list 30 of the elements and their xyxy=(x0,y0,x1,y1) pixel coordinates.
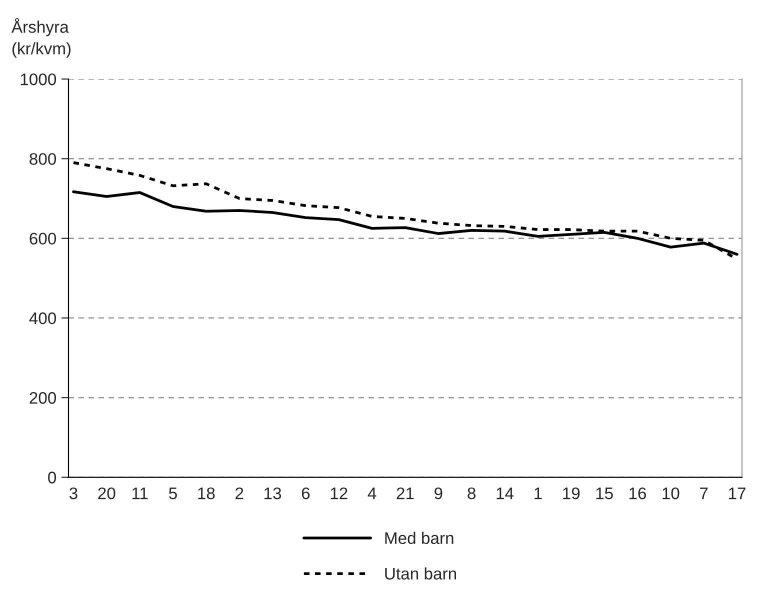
x-tick-label: 8 xyxy=(468,487,476,500)
x-tick-label: 2 xyxy=(236,487,244,500)
y-tick-label: 0 xyxy=(48,472,56,484)
x-tick-label: 1 xyxy=(534,488,542,500)
x-tick-label: 13 xyxy=(264,487,282,500)
x-tick-label: 15 xyxy=(596,488,613,500)
x-tick-label: 18 xyxy=(198,487,215,500)
y-tick-label: 400 xyxy=(29,312,56,324)
x-tick-label: 10 xyxy=(662,487,680,500)
x-tick-label: 19 xyxy=(563,487,580,500)
x-tick-label: 5 xyxy=(169,488,177,500)
x-tick-label: 11 xyxy=(132,488,148,500)
x-tick-label: 3 xyxy=(69,487,78,500)
y-tick-label: 1000 xyxy=(20,73,56,86)
x-tick-label: 7 xyxy=(700,488,708,500)
x-tick-label: 12 xyxy=(330,487,348,500)
y-axis-title: Årshyra (kr/kvm) xyxy=(11,18,71,58)
y-tick-label: 200 xyxy=(30,392,56,404)
x-tick-label: 17 xyxy=(729,488,746,500)
legend-label: Med barn xyxy=(385,532,454,544)
x-tick-label: 14 xyxy=(496,488,514,500)
y-tick-label: 800 xyxy=(30,153,56,165)
x-tick-label: 6 xyxy=(302,487,310,500)
x-tick-label: 21 xyxy=(396,487,414,500)
x-tick-label: 4 xyxy=(368,488,376,500)
x-tick-label: 20 xyxy=(98,487,116,500)
x-tick-label: 16 xyxy=(629,487,646,500)
x-tick-label: 9 xyxy=(434,487,442,500)
y-tick-label: 600 xyxy=(30,232,56,245)
legend-label: Utan barn xyxy=(385,567,456,580)
